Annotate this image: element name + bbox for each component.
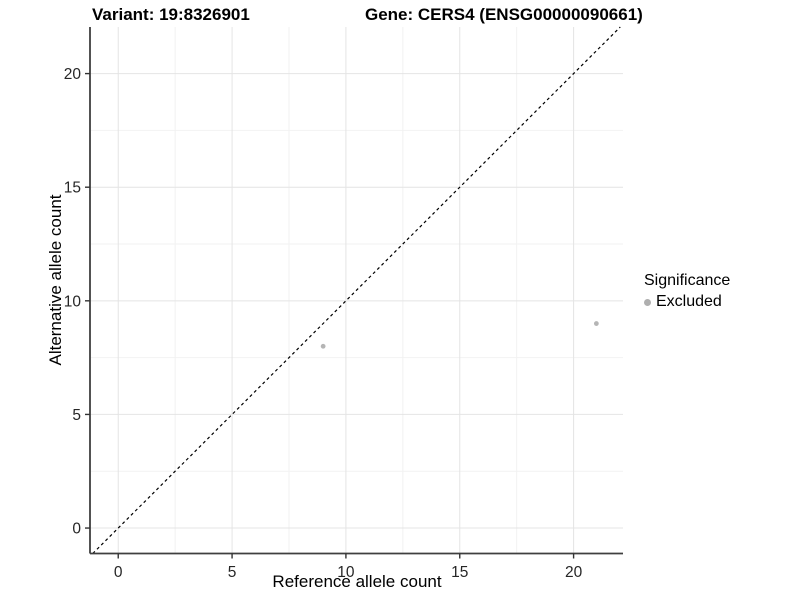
x-axis-title: Reference allele count [272, 572, 442, 591]
x-tick-label: 10 [337, 564, 355, 581]
x-tick-label: 0 [114, 564, 123, 581]
y-tick-label: 0 [72, 521, 81, 538]
y-axis-title: Alternative allele count [46, 194, 65, 366]
identity-dashed-line [92, 26, 621, 554]
data-point [320, 343, 326, 349]
x-tick-label: 5 [228, 564, 237, 581]
y-tick-label: 10 [64, 293, 82, 310]
legend-title: Significance [644, 272, 731, 289]
legend-item-label: Excluded [656, 293, 722, 310]
plot-title-variant: Variant: 19:8326901 [92, 5, 250, 24]
plot-title-gene: Gene: CERS4 (ENSG00000090661) [365, 5, 643, 24]
excluded-point-icon [644, 298, 651, 306]
x-tick-label: 20 [565, 564, 583, 581]
y-tick-label: 5 [72, 407, 81, 424]
legend-item-excluded: Excluded [644, 293, 730, 311]
data-point [593, 321, 599, 326]
y-tick-label: 15 [64, 180, 81, 197]
x-tick-label: 15 [451, 564, 468, 581]
y-tick-label: 20 [64, 66, 82, 83]
legend: Significance Excluded [644, 272, 730, 311]
